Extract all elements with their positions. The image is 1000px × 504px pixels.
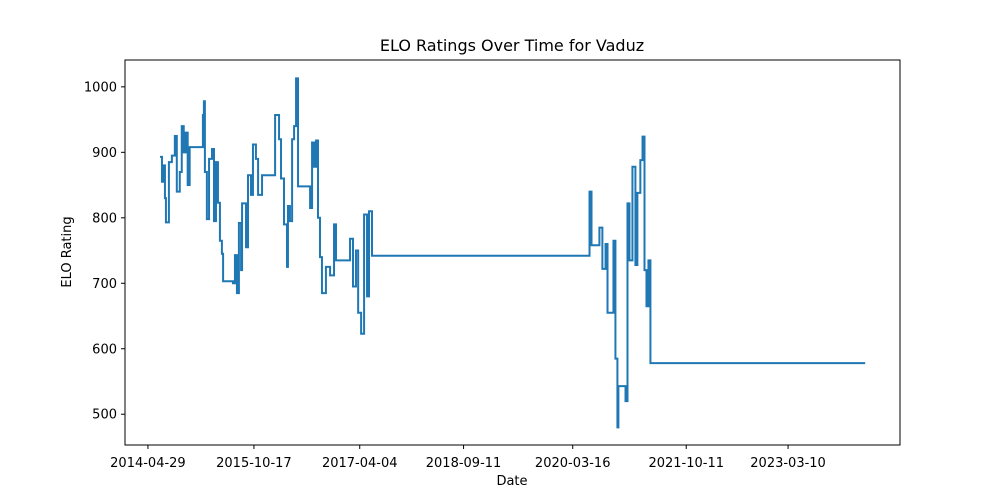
line-series — [160, 77, 866, 429]
x-tick-label: 2018-09-11 — [426, 456, 502, 471]
x-tick-label: 2020-03-16 — [535, 456, 611, 471]
x-tick-label: 2021-10-11 — [648, 456, 724, 471]
x-tick-label: 2015-10-17 — [216, 456, 292, 471]
plot-frame — [124, 59, 901, 446]
x-tick-label: 2014-04-29 — [110, 456, 186, 471]
x-tick-label: 2017-04-04 — [322, 456, 398, 471]
x-tick-label: 2023-03-10 — [750, 456, 826, 471]
y-tick-label: 600 — [92, 342, 117, 357]
y-axis-label: ELO Rating — [60, 216, 75, 287]
x-axis-label: Date — [496, 474, 527, 489]
chart-title: ELO Ratings Over Time for Vaduz — [380, 36, 644, 55]
y-tick-label: 500 — [92, 408, 117, 423]
y-tick-label: 700 — [92, 277, 117, 292]
y-tick-label: 1000 — [84, 80, 117, 95]
y-tick-label: 900 — [92, 146, 117, 161]
y-tick-label: 800 — [92, 211, 117, 226]
